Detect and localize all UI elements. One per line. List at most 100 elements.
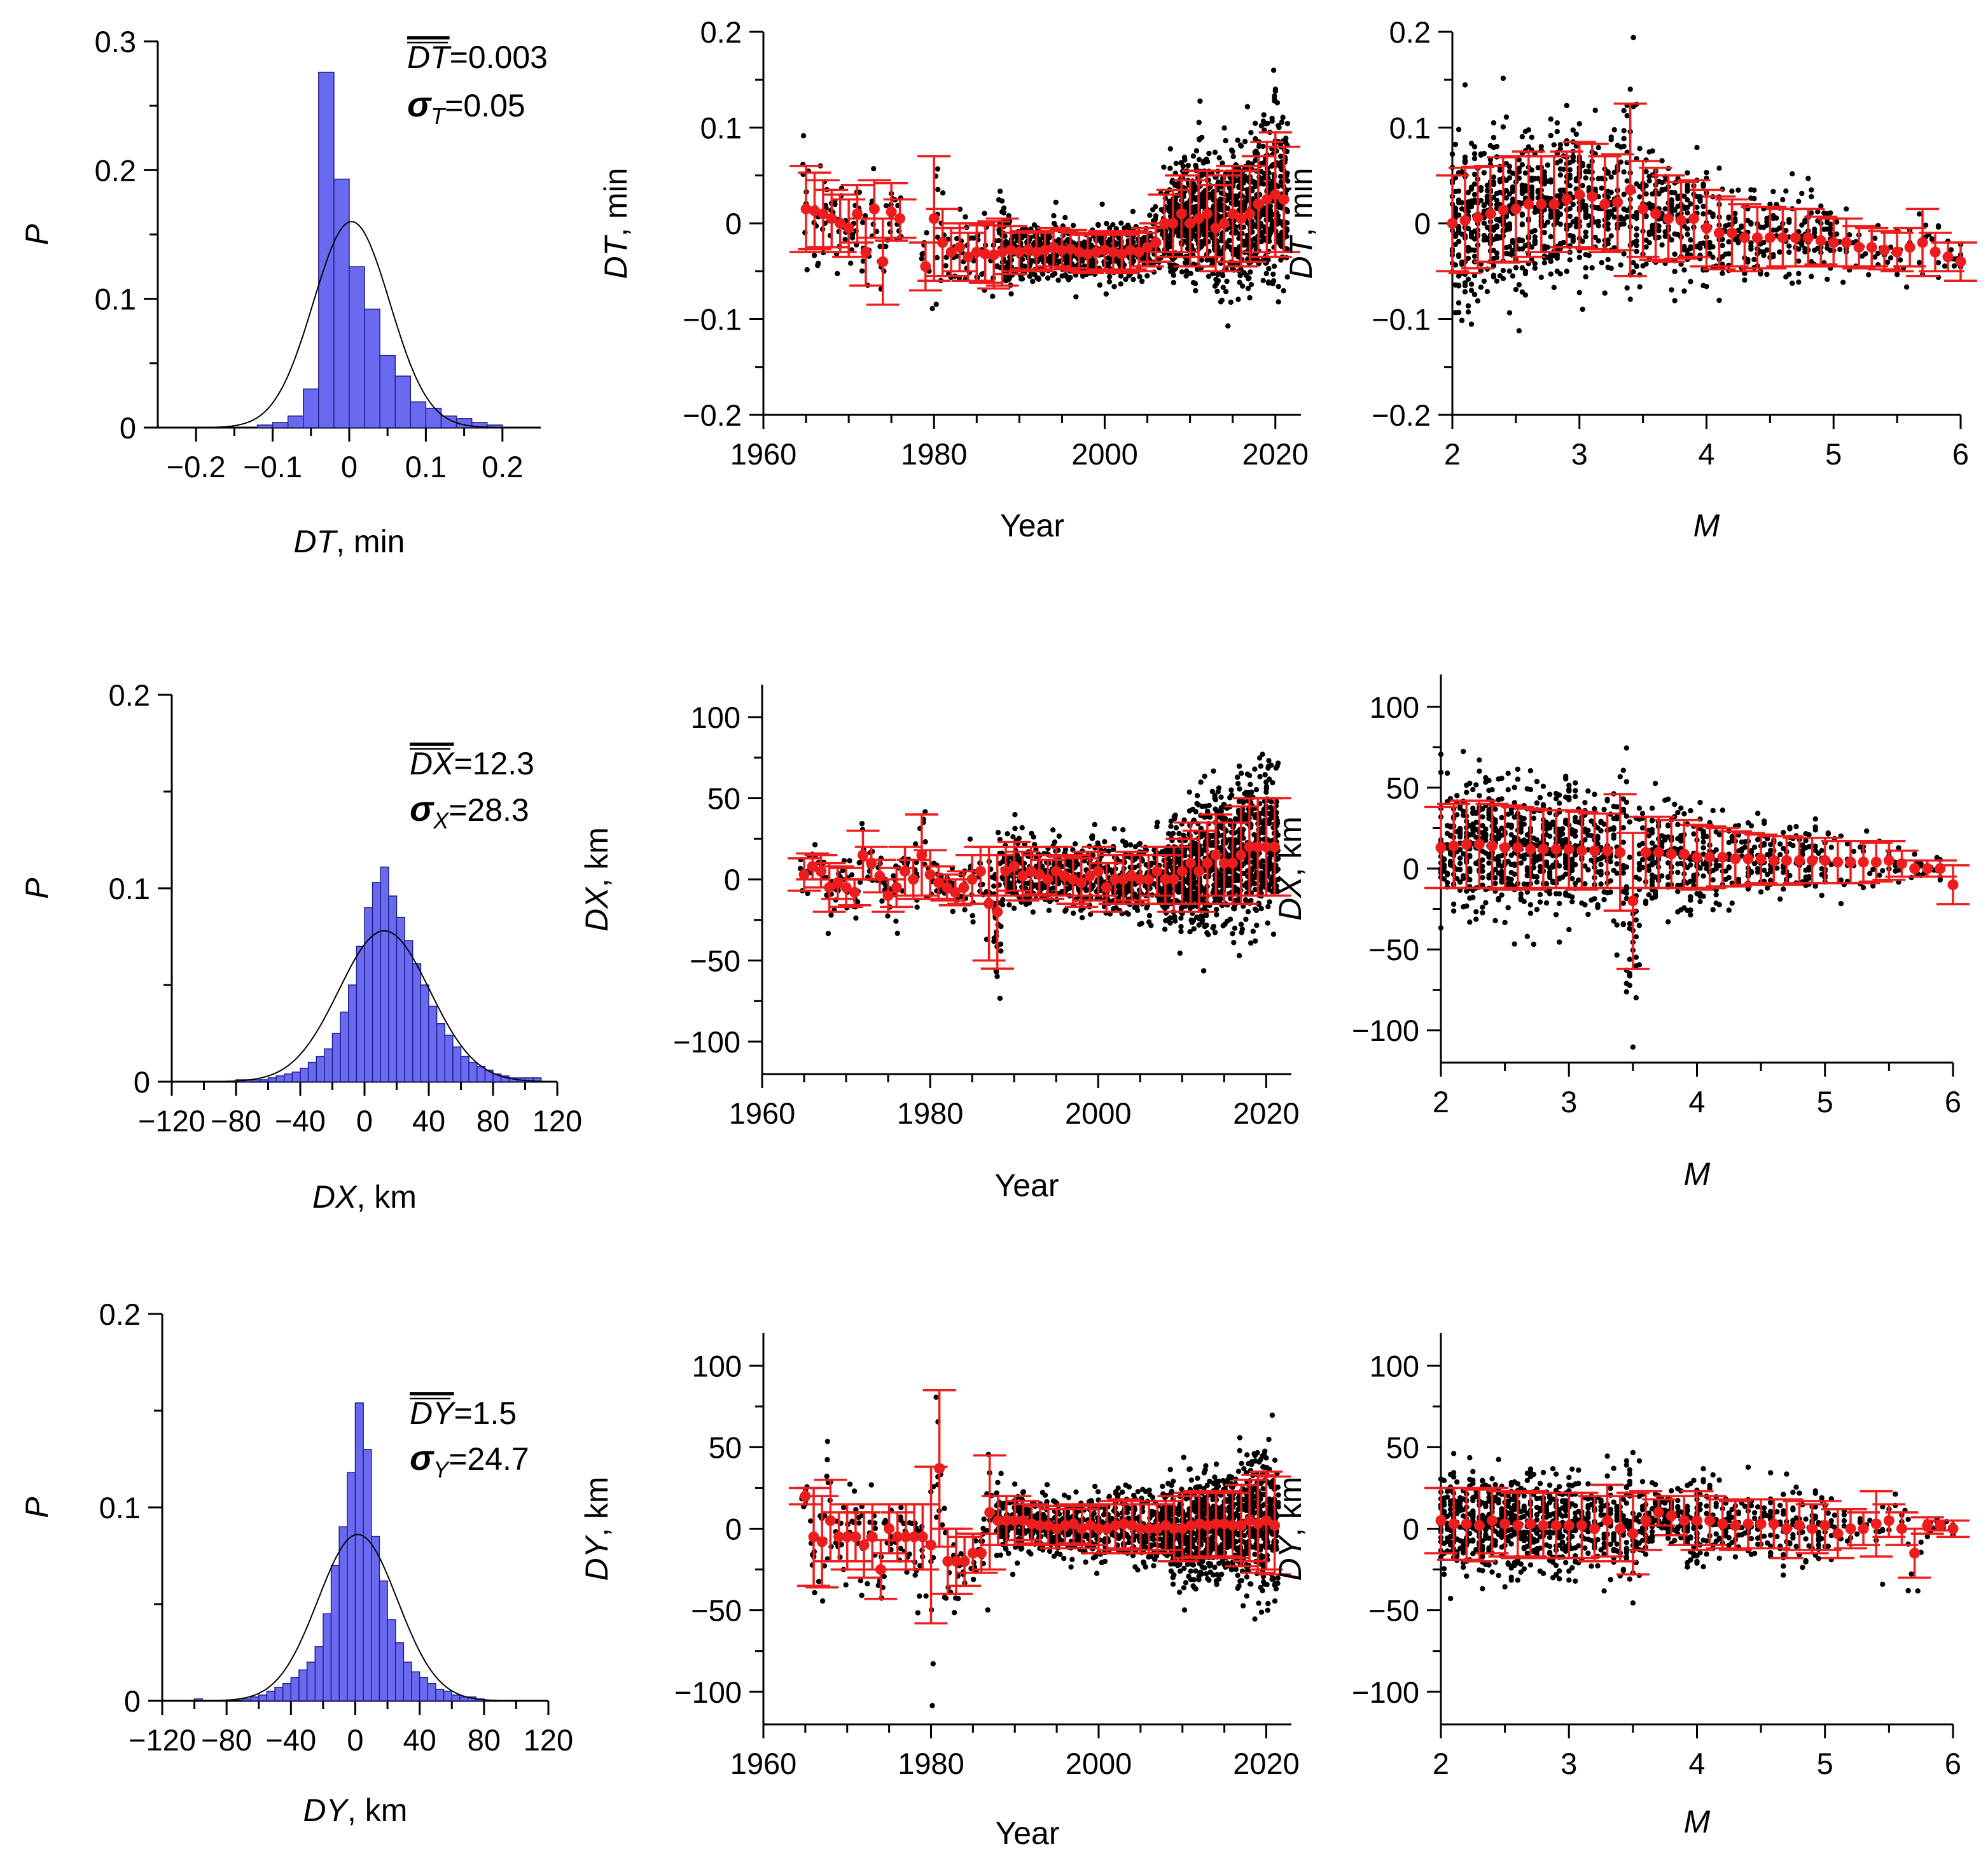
mean-marker [1253,199,1264,210]
data-point [1168,818,1174,824]
data-point [1548,271,1554,277]
x-tick-label: 3 [1571,437,1588,471]
data-point [1726,214,1732,220]
histogram-bar [349,266,365,428]
data-point [1107,225,1113,231]
data-point [1634,226,1639,232]
data-point [1548,234,1554,240]
data-point [1529,190,1534,197]
data-point [1491,134,1497,141]
data-point [1532,209,1538,215]
data-point [1270,67,1277,73]
data-point [1075,862,1081,867]
data-point [1688,279,1693,284]
data-point [1172,914,1178,919]
data-point [1519,212,1526,218]
data-point [1471,236,1478,242]
data-point [1232,925,1238,932]
data-point [1201,241,1207,247]
data-point [1935,260,1942,266]
data-point [1277,153,1284,159]
y-tick-label: 0.1 [95,283,136,316]
data-point [1193,885,1199,891]
data-point [1139,921,1144,926]
data-point [1548,214,1554,220]
data-point [1700,204,1706,209]
x-tick-label: 1960 [729,1096,796,1130]
y-tick-label: 0 [725,207,742,241]
data-point [1796,270,1802,277]
data-point [1199,257,1204,263]
data-point [1110,222,1116,228]
data-point [1567,232,1573,239]
data-point [935,186,941,193]
data-point [1723,223,1728,229]
data-point [1659,242,1665,248]
data-point [1465,309,1471,315]
data-point [1519,221,1526,227]
data-point [1127,842,1134,848]
data-point [1510,184,1516,190]
data-point [1751,195,1757,202]
data-point [1573,220,1579,225]
data-point [1194,793,1200,799]
histogram-bar [318,71,335,428]
data-point [1586,169,1592,174]
data-point [1204,930,1210,936]
data-point [1796,258,1802,264]
data-point [1576,255,1582,260]
mean-marker [1726,227,1737,239]
data-point [1280,115,1286,120]
mean-marker [997,246,1008,258]
data-point [1261,181,1267,187]
data-point [1206,150,1212,157]
data-point [1506,175,1513,181]
data-point [1599,260,1604,265]
data-point [963,214,968,220]
data-point [1516,175,1522,181]
data-point [1210,271,1216,277]
mean-marker [1218,218,1230,229]
data-point [1215,278,1221,284]
data-point [1162,848,1167,854]
data-point [1834,231,1840,237]
data-point [1557,221,1563,227]
y-axis-unit: , min [598,167,634,236]
data-point [982,211,987,216]
data-point [1583,212,1588,218]
data-point [1828,230,1833,237]
data-point [1073,294,1079,300]
data-point [1168,823,1174,829]
data-point [1170,269,1176,274]
data-point [1519,190,1526,197]
data-point [1215,789,1221,795]
data-point [1173,825,1179,831]
data-point [1016,835,1022,841]
sigma-subscript: T [431,103,447,129]
data-point [1732,219,1738,225]
data-point [1456,239,1462,244]
data-point [1825,220,1830,225]
mean-marker [954,242,965,253]
mean-marker [817,208,829,220]
data-point [1526,127,1531,133]
data-point [970,919,976,925]
data-point [1146,912,1153,919]
data-point [1548,255,1554,260]
mean-marker [1116,248,1127,260]
data-point [1052,270,1058,277]
data-point [1188,270,1193,276]
y-axis-var: DX [579,886,615,932]
data-point [1456,127,1462,132]
mean-marker [1942,251,1954,263]
mean-marker [1561,193,1573,205]
data-point [1104,221,1109,227]
data-point [1662,229,1668,235]
histogram-bar [287,416,304,428]
mean-marker [800,203,812,214]
data-point [1621,251,1627,257]
mean-marker [868,203,880,214]
x-axis-title: DT, min [293,524,405,559]
data-point [1790,171,1795,177]
data-point [1510,188,1516,195]
